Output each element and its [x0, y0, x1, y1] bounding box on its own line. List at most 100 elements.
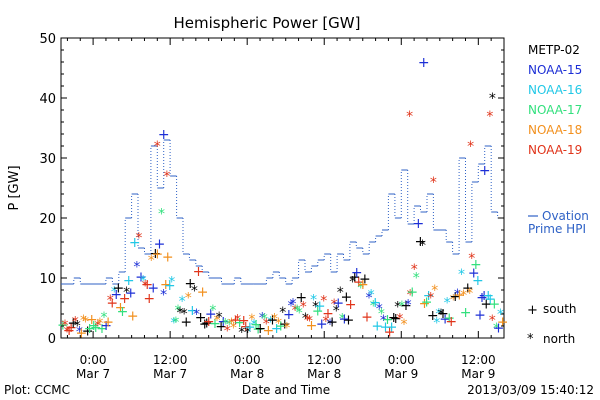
- data-point: *: [163, 169, 170, 185]
- data-point: +: [106, 296, 118, 312]
- data-point: +: [345, 297, 357, 313]
- data-point: +: [129, 235, 141, 251]
- data-point: +: [209, 316, 221, 332]
- ovation-risers: [73, 140, 499, 284]
- data-point: +: [100, 318, 112, 334]
- data-point: *: [193, 307, 200, 323]
- data-point: *: [433, 315, 440, 331]
- data-point: +: [234, 315, 246, 331]
- data-point: +: [460, 305, 472, 321]
- legend-entry: NOAA-18: [528, 123, 582, 137]
- data-point: *: [493, 321, 500, 337]
- data-point: +: [119, 291, 131, 307]
- data-point: *: [251, 318, 258, 334]
- x-tick-label-time: 0:00: [388, 353, 415, 367]
- data-point: *: [468, 251, 475, 267]
- data-point: *: [304, 313, 311, 329]
- data-point: +: [382, 312, 394, 328]
- data-point: +: [96, 321, 108, 337]
- data-point: +: [158, 127, 170, 143]
- data-point: +: [482, 288, 494, 304]
- y-axis-ticks: 0 10 20 30 40 50: [39, 32, 504, 347]
- data-point: +: [390, 311, 402, 327]
- data-point: +: [135, 270, 147, 286]
- data-point: +: [359, 271, 371, 287]
- data-point: *: [216, 310, 223, 326]
- data-point: *: [398, 299, 405, 315]
- key-south-label: south: [543, 302, 577, 316]
- data-point: *: [107, 293, 114, 309]
- legend: METP-02 NOAA-15 NOAA-16 NOAA-17 NOAA-18 NOAA-…: [528, 43, 582, 157]
- data-point: +: [415, 234, 427, 250]
- data-point: +: [195, 310, 207, 326]
- data-point: *: [244, 325, 251, 341]
- data-point: +: [141, 277, 153, 293]
- data-point: +: [201, 316, 213, 332]
- data-point: +: [295, 290, 307, 306]
- data-point: +: [240, 319, 252, 335]
- data-point: +: [384, 324, 396, 340]
- data-point: *: [175, 303, 182, 319]
- data-point: *: [460, 288, 467, 304]
- data-point: +: [90, 320, 102, 336]
- data-point: +: [474, 307, 486, 323]
- data-point: +: [462, 281, 474, 297]
- data-point: +: [478, 288, 490, 304]
- data-point: +: [484, 292, 496, 308]
- data-point: *: [170, 316, 177, 332]
- data-point: *: [435, 306, 442, 322]
- data-point: *: [261, 311, 268, 327]
- data-point: *: [62, 318, 69, 334]
- data-point: +: [480, 297, 492, 313]
- data-point: +: [187, 303, 199, 319]
- x-axis-label: Date and Time: [242, 383, 330, 397]
- x-tick-label-date: Mar 9: [461, 367, 495, 381]
- data-point: +: [193, 264, 205, 280]
- data-point: *: [413, 271, 420, 287]
- data-point: *: [279, 305, 286, 321]
- data-point: +: [117, 304, 129, 320]
- y-tick-label: 10: [39, 272, 56, 287]
- data-point: +: [164, 278, 176, 294]
- data-point: *: [419, 238, 426, 254]
- key-north-label: north: [543, 332, 575, 346]
- data-point: *: [72, 315, 79, 331]
- data-point: +: [230, 313, 242, 329]
- data-point: *: [497, 307, 504, 323]
- x-tick-label-date: Mar 8: [307, 367, 341, 381]
- data-point: +: [250, 317, 262, 333]
- data-point: +: [388, 310, 400, 326]
- data-points: +**+++***+**+++++**+*++*+*+++++*++++**+*…: [57, 55, 508, 341]
- data-point: +: [470, 257, 482, 273]
- data-point: *: [224, 323, 231, 339]
- data-point: +: [199, 316, 211, 332]
- data-point: +: [217, 314, 229, 330]
- data-point: *: [467, 139, 474, 155]
- data-point: +: [312, 304, 324, 320]
- data-point: +: [88, 318, 100, 334]
- data-point: *: [172, 315, 179, 331]
- data-point: *: [294, 303, 301, 319]
- data-point: *: [310, 293, 317, 309]
- data-point: +: [489, 296, 501, 312]
- data-point: +: [472, 273, 484, 289]
- data-point: +: [263, 323, 275, 339]
- data-point: *: [312, 300, 319, 316]
- data-point: *: [214, 313, 221, 329]
- data-point: +: [215, 319, 227, 335]
- data-point: *: [411, 262, 418, 278]
- data-point: +: [76, 325, 88, 341]
- data-point: +: [86, 312, 98, 328]
- data-point: *: [230, 321, 237, 337]
- data-point: *: [380, 313, 387, 329]
- data-point: +: [341, 289, 353, 305]
- data-point: *: [80, 313, 87, 329]
- data-point: +: [476, 290, 488, 306]
- x-tick-label-date: Mar 7: [76, 367, 110, 381]
- data-point: *: [234, 313, 241, 329]
- data-point: *: [76, 325, 83, 341]
- data-point: +: [154, 237, 166, 253]
- data-point: *: [267, 315, 274, 331]
- ovation-label-line1: Ovation: [542, 209, 589, 223]
